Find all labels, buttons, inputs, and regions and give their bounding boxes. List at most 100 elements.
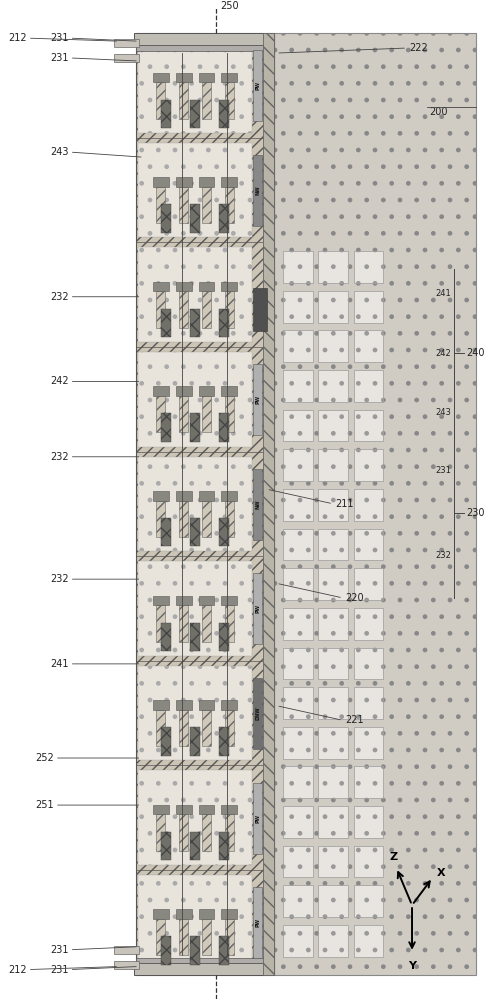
Bar [263, 33, 274, 975]
Bar [319, 766, 348, 798]
Bar [175, 909, 192, 919]
Text: 232: 232 [50, 292, 69, 302]
Bar [179, 710, 188, 746]
Text: 241: 241 [436, 289, 452, 298]
Bar [156, 501, 165, 537]
Text: 231: 231 [50, 945, 69, 955]
Bar [136, 45, 274, 51]
Bar [138, 875, 252, 970]
Bar [114, 54, 139, 62]
Bar [221, 491, 238, 501]
Bar [156, 396, 165, 432]
Text: Z: Z [389, 852, 397, 862]
Bar [319, 291, 348, 323]
Bar [202, 919, 211, 955]
Bar [156, 710, 165, 746]
Bar [319, 410, 348, 441]
Text: 240: 240 [466, 348, 485, 358]
Text: Y: Y [408, 961, 416, 971]
Bar [179, 605, 188, 642]
Text: 231: 231 [436, 466, 452, 475]
Bar [354, 925, 383, 957]
Bar [319, 608, 348, 640]
Bar [179, 291, 188, 328]
Bar [190, 727, 200, 756]
Bar [253, 155, 262, 226]
Bar [221, 177, 238, 187]
Bar [283, 489, 313, 521]
Bar [175, 73, 192, 82]
Bar [319, 330, 348, 362]
Bar [319, 806, 348, 838]
Bar [354, 727, 383, 759]
Bar [319, 449, 348, 481]
Bar [162, 518, 171, 546]
Bar [114, 39, 139, 47]
Bar [319, 251, 348, 283]
Bar [354, 885, 383, 917]
Bar [219, 309, 229, 337]
Bar [162, 100, 171, 128]
Bar [199, 282, 214, 291]
Bar [175, 491, 192, 501]
Text: NW: NW [255, 500, 260, 509]
Bar [190, 936, 200, 965]
Bar [202, 396, 211, 432]
Bar [354, 687, 383, 719]
Bar [253, 50, 262, 121]
Bar [283, 687, 313, 719]
Bar [190, 100, 200, 128]
Bar [319, 370, 348, 402]
Bar [221, 282, 238, 291]
Bar [162, 413, 171, 442]
Bar [190, 309, 200, 337]
Bar [219, 936, 229, 965]
Bar [225, 814, 234, 851]
Bar [114, 946, 139, 954]
Text: PW: PW [255, 918, 260, 927]
Bar [319, 489, 348, 521]
Text: 232: 232 [50, 574, 69, 584]
Bar [253, 469, 262, 540]
Bar [225, 710, 234, 746]
Bar [354, 766, 383, 798]
Bar [138, 770, 252, 865]
Bar [354, 608, 383, 640]
Bar [283, 568, 313, 600]
Bar [283, 370, 313, 402]
Text: 243: 243 [436, 408, 452, 417]
Bar [319, 885, 348, 917]
Bar [221, 596, 238, 605]
Text: 211: 211 [335, 499, 354, 509]
Bar [202, 605, 211, 642]
Text: 242: 242 [50, 376, 69, 386]
Bar [153, 282, 168, 291]
Bar [190, 413, 200, 442]
Text: 231: 231 [50, 33, 69, 43]
Text: 242: 242 [436, 349, 452, 358]
Bar [138, 143, 252, 237]
Bar [221, 386, 238, 396]
Bar [190, 518, 200, 546]
Bar [253, 573, 262, 644]
Bar [179, 814, 188, 851]
Bar [202, 710, 211, 746]
Bar [253, 783, 262, 854]
Bar [225, 605, 234, 642]
Text: 241: 241 [50, 659, 69, 669]
Bar [138, 247, 252, 342]
Bar [179, 187, 188, 223]
Text: 220: 220 [345, 593, 364, 603]
Bar [138, 38, 252, 133]
Bar [156, 919, 165, 955]
Bar [225, 919, 234, 955]
Bar [153, 700, 168, 710]
Bar [202, 187, 211, 223]
Bar [199, 596, 214, 605]
Bar [319, 648, 348, 679]
Bar [138, 352, 252, 447]
Bar [283, 251, 313, 283]
Bar [202, 82, 211, 119]
Bar [319, 529, 348, 560]
Bar [199, 386, 214, 396]
